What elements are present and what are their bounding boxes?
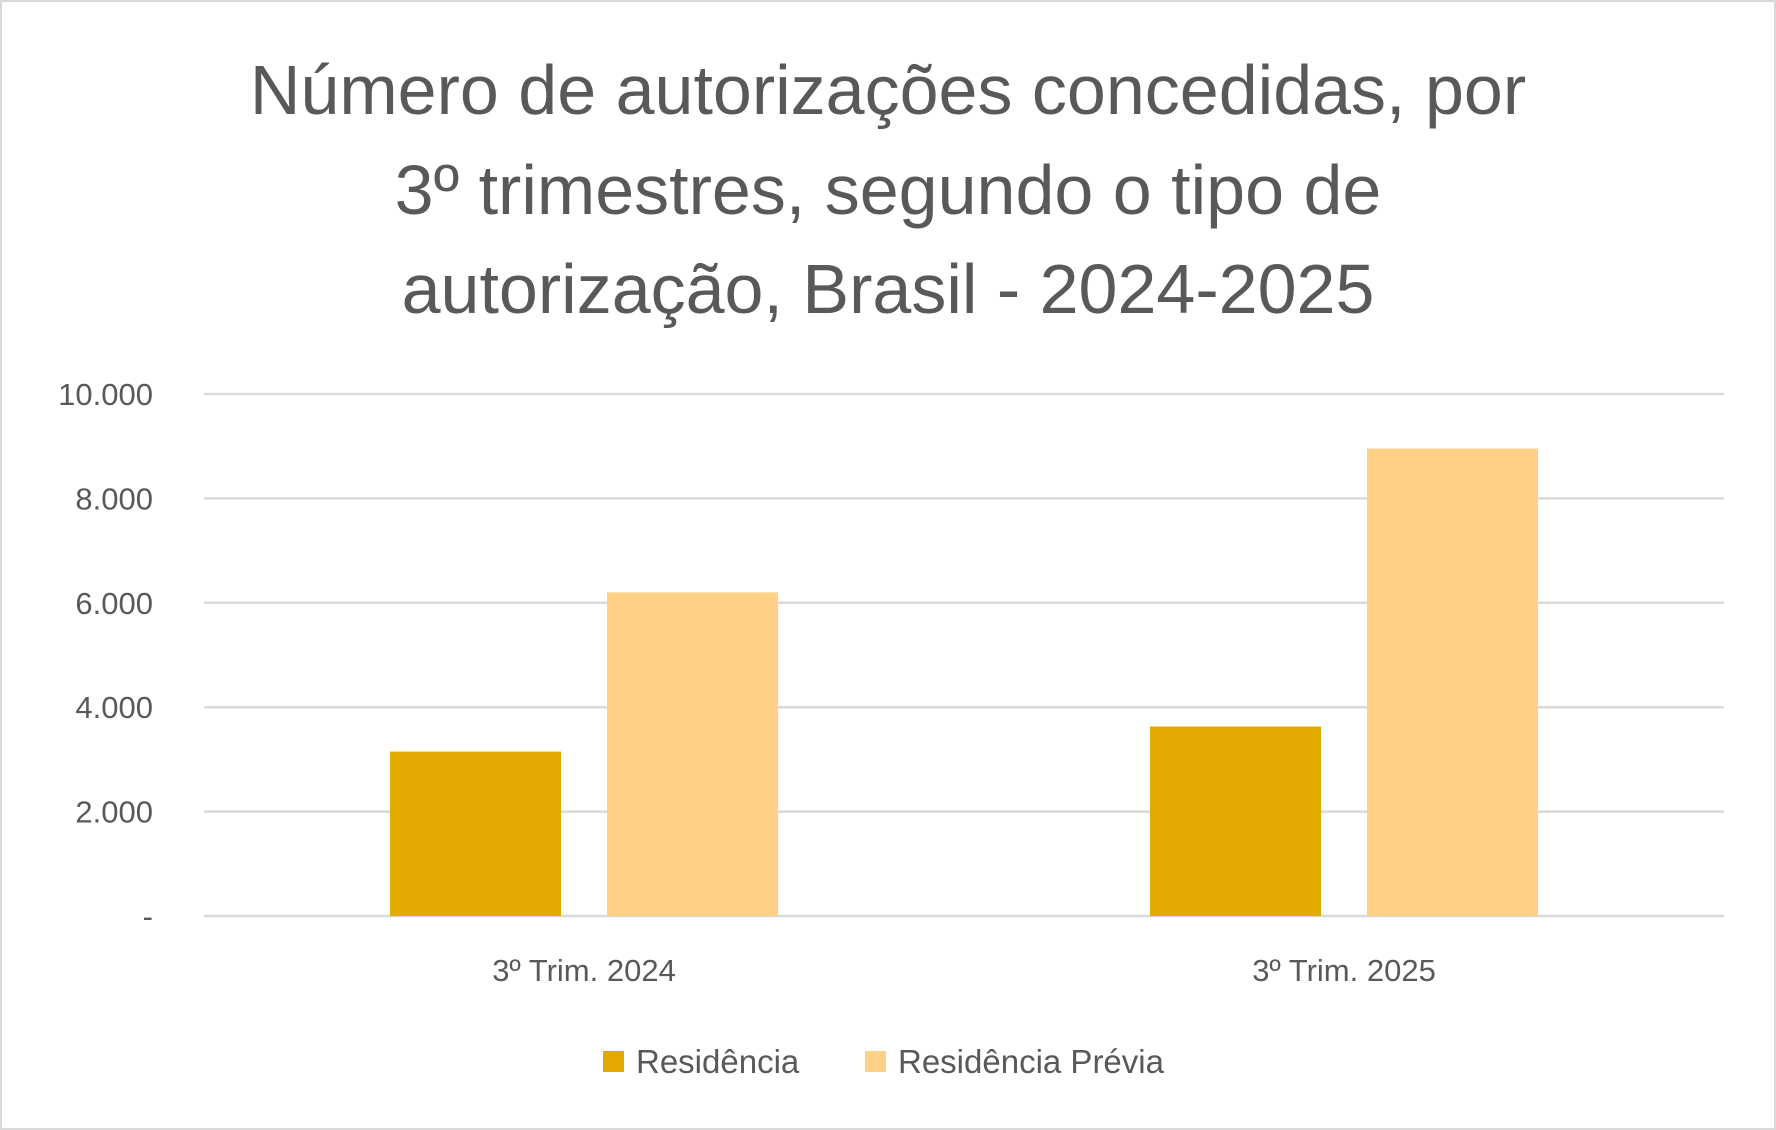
legend-swatch-residencia [603,1051,624,1072]
legend-label-residencia-previa: Residência Prévia [898,1043,1165,1080]
y-tick-label: 10.000 [58,377,153,412]
bar-0-0 [390,751,561,916]
bars [390,448,1538,916]
y-tick-label: 8.000 [75,481,153,516]
legend: Residência Residência Prévia [603,1043,1165,1080]
y-axis-ticks: - 2.000 4.000 6.000 8.000 10.000 [58,377,153,934]
x-axis-labels: 3º Trim. 2024 3º Trim. 2025 [492,953,1436,988]
y-tick-label: 2.000 [75,795,153,830]
legend-label-residencia: Residência [636,1043,800,1080]
chart-title-line-3: autorização, Brasil - 2024-2025 [402,250,1375,328]
x-tick-label: 3º Trim. 2024 [492,953,676,988]
legend-swatch-residencia-previa [865,1051,886,1072]
bar-0-1 [607,592,778,916]
chart-title-line-2: 3º trimestres, segundo o tipo de [395,151,1382,229]
y-tick-label: 6.000 [75,586,153,621]
chart-title-line-1: Número de autorizações concedidas, por [250,51,1526,129]
y-tick-label: - [143,899,153,934]
bar-1-1 [1367,448,1538,916]
x-tick-label: 3º Trim. 2025 [1252,953,1436,988]
y-tick-label: 4.000 [75,690,153,725]
bar-1-0 [1150,726,1321,916]
